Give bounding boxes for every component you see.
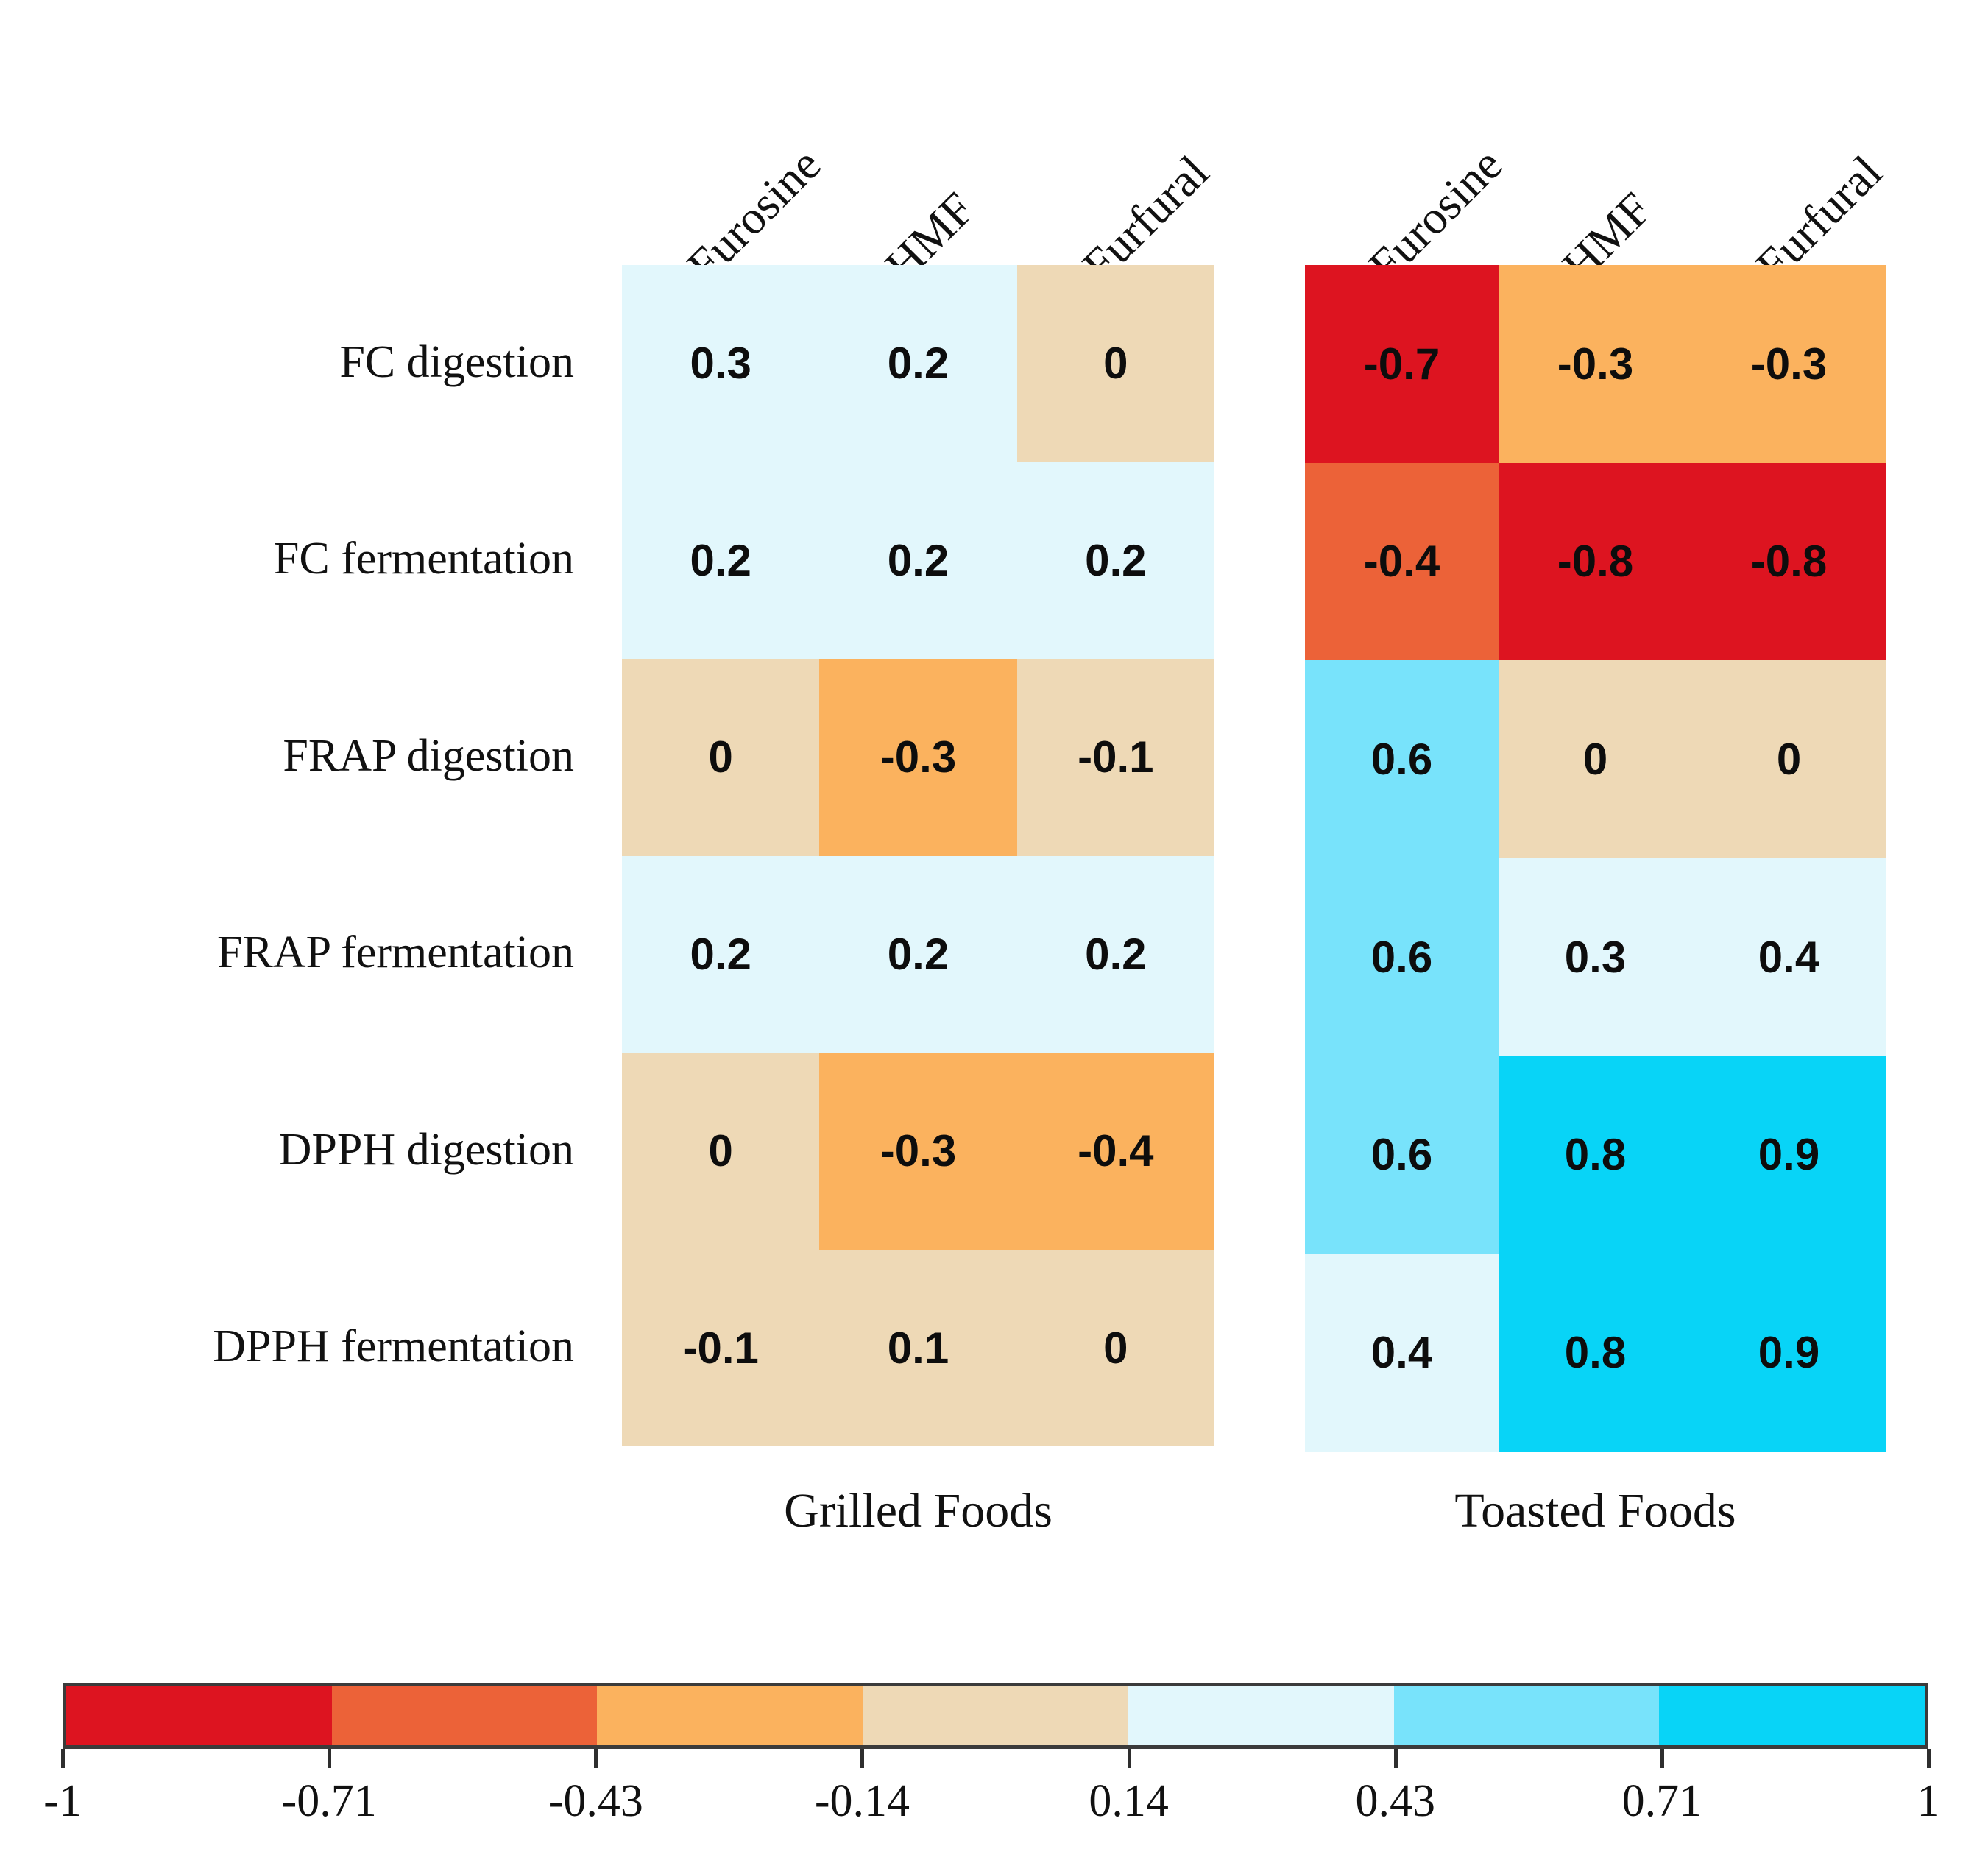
heatmap-cell: 0 xyxy=(622,1053,820,1250)
colorbar-tick-label: -0.14 xyxy=(814,1776,910,1826)
colorbar-tick-marks xyxy=(61,1749,1931,1768)
colorbar-tick-label: -0.71 xyxy=(281,1776,377,1826)
heatmap-cell: 0.4 xyxy=(1305,1254,1499,1452)
heatmap-cell: 0.3 xyxy=(1499,858,1692,1056)
heatmap-cell: 0.2 xyxy=(622,855,820,1053)
heatmap-cell: 0.2 xyxy=(622,462,820,659)
heatmap-cell: 0.2 xyxy=(819,462,1017,659)
colorbar-tick-0 xyxy=(61,1749,65,1768)
heatmap-cell: 0 xyxy=(1692,660,1886,858)
row-label: FRAP fermentation xyxy=(216,927,574,978)
colorbar-legend: -1 -0.71 -0.43 -0.14 0.14 0.43 0.71 1 xyxy=(43,1683,1940,1845)
heatmap-cell: 0 xyxy=(622,659,820,856)
heatmap-cell: 0.6 xyxy=(1305,858,1499,1056)
row-label-axis: FC digestion FC fermentation FRAP digestio… xyxy=(0,265,604,1452)
colorbar-band-2 xyxy=(597,1686,863,1745)
heatmap-cell: -0.3 xyxy=(1499,265,1692,463)
heatmap-cell: 0.6 xyxy=(1305,660,1499,858)
heatmap-cell: 0.9 xyxy=(1692,1254,1886,1452)
colorbar-band-6 xyxy=(1659,1686,1925,1745)
colorbar-band-3 xyxy=(863,1686,1128,1745)
colorbar-tick-labels: -1 -0.71 -0.43 -0.14 0.14 0.43 0.71 1 xyxy=(43,1776,1939,1845)
colorbar-band-1 xyxy=(331,1686,598,1745)
heatmap-cell: 0 xyxy=(1016,1249,1214,1446)
colorbar-band-5 xyxy=(1393,1686,1660,1745)
colorbar-tick-label: 0.43 xyxy=(1355,1776,1435,1826)
heatmap-cell: -0.4 xyxy=(1016,1053,1214,1250)
heatmap-cell: -0.8 xyxy=(1499,462,1692,661)
heatmap-cell: 0 xyxy=(1016,265,1214,462)
heatmap-cell: 0.6 xyxy=(1305,1056,1499,1254)
colorbar-tick-1 xyxy=(328,1749,332,1768)
row-label: DPPH digestion xyxy=(278,1124,574,1175)
heatmap-cell: -0.1 xyxy=(622,1249,820,1446)
heatmap-cell: -0.1 xyxy=(1016,659,1214,856)
heatmap-cell: -0.7 xyxy=(1305,265,1499,463)
colorbar-tick-6 xyxy=(1660,1749,1664,1768)
heatmap-cell: 0.2 xyxy=(1016,462,1214,659)
heatmap-cell: 0.3 xyxy=(622,265,820,462)
heatmap-grid-grilled: 0.3 0.2 0 0.2 0.2 0.2 0 -0.3 -0.1 0.2 0.2 0.2 0 -0.3-… xyxy=(622,265,1214,1446)
heatmap-cell: 0.4 xyxy=(1692,858,1886,1056)
colorbar-tick-7 xyxy=(1927,1749,1931,1768)
heatmap-cell: -0.3 xyxy=(819,659,1017,856)
heatmap-cell: 0.2 xyxy=(1016,855,1214,1053)
colorbar-tick-2 xyxy=(594,1749,598,1768)
colorbar-tick-4 xyxy=(1127,1749,1131,1768)
colorbar-tick-3 xyxy=(860,1749,865,1768)
row-label: DPPH fermentation xyxy=(213,1321,574,1372)
panel-caption-grilled: Grilled Foods xyxy=(784,1484,1053,1538)
colorbar-tick-label: 1 xyxy=(1917,1776,1940,1826)
colorbar-tick-5 xyxy=(1393,1749,1398,1768)
heatmap-cell: -0.4 xyxy=(1305,462,1499,661)
colorbar-band-4 xyxy=(1128,1686,1394,1745)
heatmap-cell: 0.8 xyxy=(1499,1254,1692,1452)
row-label: FRAP digestion xyxy=(283,730,574,781)
row-label: FC fermentation xyxy=(273,534,574,584)
heatmap-grid-toasted: -0.7 -0.3 -0.3 -0.4 -0.8 -0.8 0.6 0 0 0.6 0.3 0.4 0.… xyxy=(1305,265,1886,1452)
panel-caption-toasted: Toasted Foods xyxy=(1454,1484,1736,1538)
colorbar-tick-label: 0.14 xyxy=(1089,1776,1169,1826)
heatmap-cell: 0.8 xyxy=(1499,1056,1692,1254)
colorbar-tick-label: 0.71 xyxy=(1621,1776,1702,1826)
heatmap-cell: -0.3 xyxy=(1692,265,1886,463)
colorbar-gradient xyxy=(63,1683,1928,1749)
heatmap-cell: 0.2 xyxy=(819,855,1017,1053)
row-label: FC digestion xyxy=(339,336,574,387)
heatmap-cell: 0.2 xyxy=(819,265,1017,462)
heatmap-cell: 0.9 xyxy=(1692,1056,1886,1254)
heatmap-cell: 0.1 xyxy=(819,1249,1017,1446)
heatmap-cell: 0 xyxy=(1499,660,1692,858)
heatmap-cell: -0.8 xyxy=(1692,462,1886,661)
colorbar-tick-label: -0.43 xyxy=(548,1776,643,1826)
colorbar-band-0 xyxy=(66,1686,332,1745)
heatmap-cell: -0.3 xyxy=(819,1053,1017,1250)
colorbar-tick-label: -1 xyxy=(43,1776,82,1826)
